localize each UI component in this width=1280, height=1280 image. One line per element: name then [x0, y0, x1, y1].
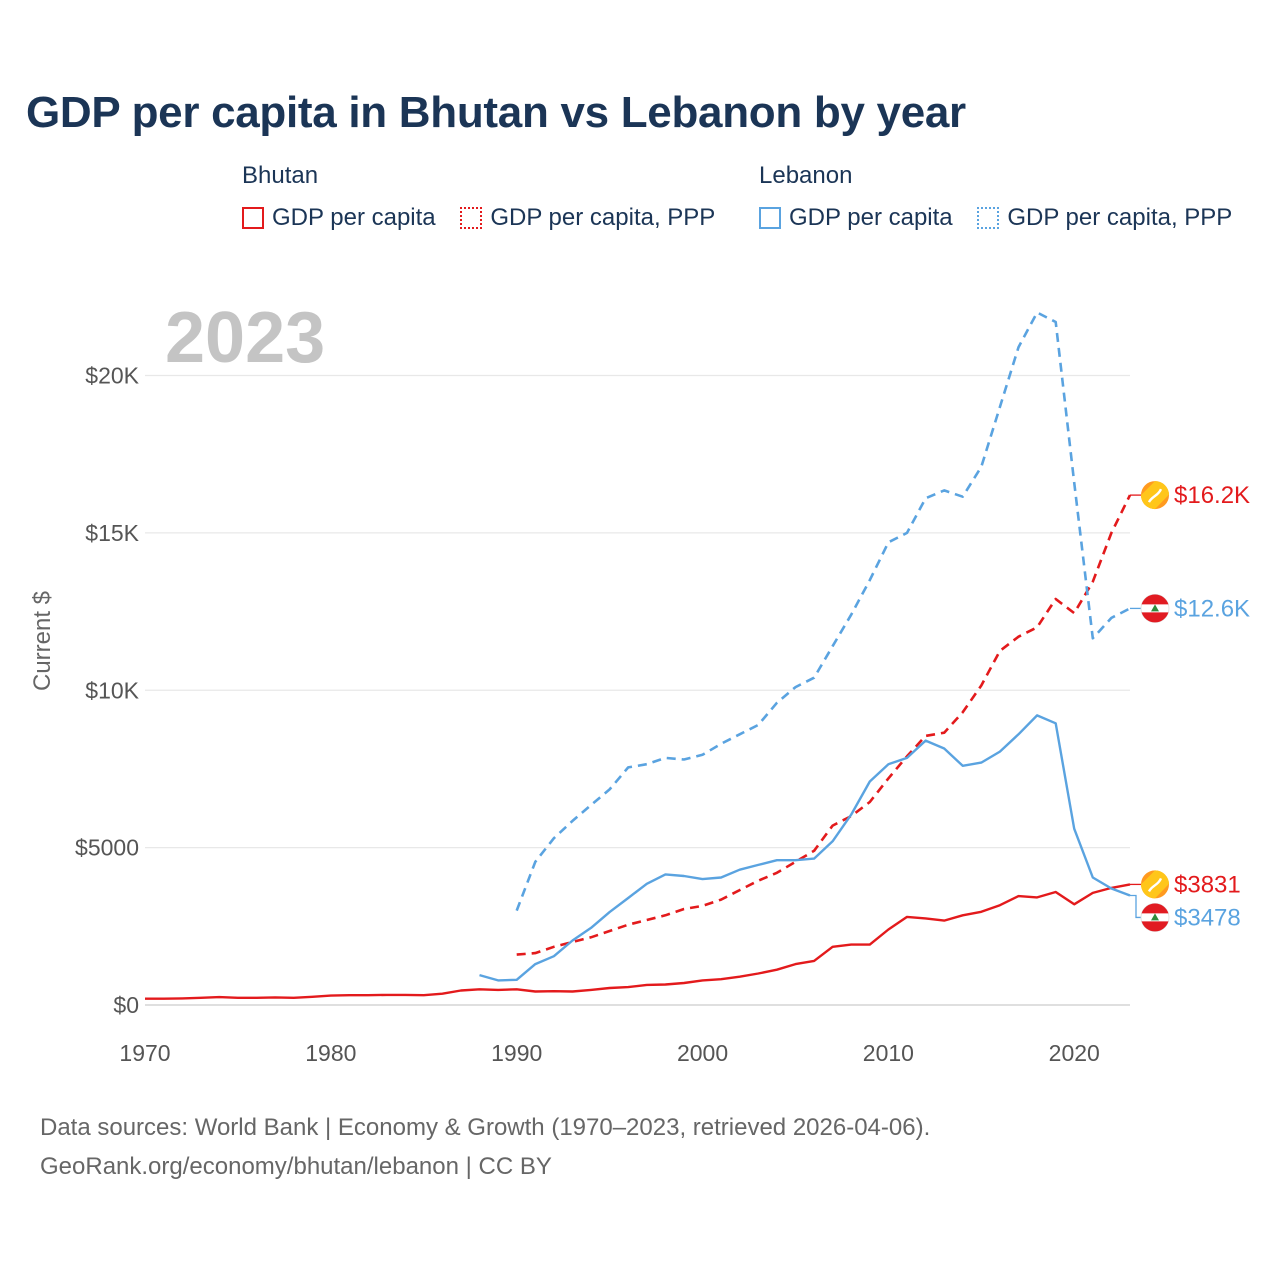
legend-item-lebanon-ppp[interactable]: GDP per capita, PPP [977, 204, 1232, 232]
footer-source: Data sources: World Bank | Economy & Gro… [40, 1114, 931, 1141]
legend-label: GDP per capita, PPP [1007, 204, 1233, 231]
legend-swatch-solid [759, 207, 781, 229]
end-value-label: $12.6K [1174, 595, 1250, 622]
end-value-label: $3478 [1174, 904, 1241, 931]
footer: Data sources: World Bank | Economy & Gro… [40, 1108, 930, 1186]
legend-item-bhutan-ppp[interactable]: GDP per capita, PPP [460, 204, 715, 232]
end-label-connector [1130, 894, 1141, 919]
x-tick-label: 1990 [491, 1040, 542, 1066]
y-tick-label: $0 [113, 992, 139, 1018]
footer-attribution: GeoRank.org/economy/bhutan/lebanon | CC … [40, 1153, 552, 1180]
legend-group-bhutan: Bhutan GDP per capita GDP per capita, PP… [242, 162, 733, 236]
series-line-2[interactable] [479, 714, 1131, 982]
end-labels: $16.2K $12.6K $3831 $3478 [1130, 481, 1250, 932]
series-line-3[interactable] [515, 311, 1131, 912]
x-tick-label: 2010 [863, 1040, 914, 1066]
x-tick-label: 2020 [1049, 1040, 1100, 1066]
y-tick-label: $10K [85, 677, 139, 703]
y-axis-ticks: $0 $5000 $10K $15K $20K [75, 363, 140, 1019]
x-tick-label: 1980 [305, 1040, 356, 1066]
x-tick-label: 1970 [119, 1040, 170, 1066]
x-tick-label: 2000 [677, 1040, 728, 1066]
bhutan-flag-icon [1141, 481, 1169, 510]
y-tick-label: $5000 [75, 835, 139, 861]
y-axis-label: Current $ [29, 591, 56, 691]
legend-label: GDP per capita, PPP [490, 204, 716, 231]
x-axis-ticks: 1970 1980 1990 2000 2010 2020 [119, 1040, 1099, 1066]
legend-swatch-solid [242, 207, 264, 229]
chart-title: GDP per capita in Bhutan vs Lebanon by y… [26, 88, 966, 137]
gridlines [145, 374, 1130, 1006]
legend-group-title-lebanon: Lebanon [759, 162, 853, 189]
y-tick-label: $20K [85, 363, 139, 389]
legend-group-title-bhutan: Bhutan [242, 162, 319, 189]
y-tick-label: $15K [85, 520, 139, 546]
year-watermark: 2023 [165, 298, 325, 378]
bhutan-flag-icon [1141, 870, 1169, 899]
legend-label: GDP per capita [272, 204, 436, 231]
end-value-label: $16.2K [1174, 482, 1250, 509]
lebanon-flag-icon [1140, 903, 1170, 932]
legend-swatch-dotted [460, 207, 483, 229]
series-line-0[interactable] [145, 883, 1131, 1000]
legend-swatch-dotted [977, 207, 1000, 229]
series-line-1[interactable] [516, 494, 1132, 956]
legend-group-lebanon: Lebanon GDP per capita GDP per capita, P… [759, 162, 1250, 236]
series-lines [145, 311, 1132, 1000]
legend-item-bhutan-gdp[interactable]: GDP per capita [242, 204, 436, 232]
lebanon-flag-icon [1140, 594, 1170, 623]
legend-label: GDP per capita [789, 204, 953, 231]
line-chart: 2023 Current $ $0$5000$10K$15K$20K 1970 1… [29, 298, 1250, 1066]
legend-item-lebanon-gdp[interactable]: GDP per capita [759, 204, 953, 232]
end-value-label: $3831 [1174, 871, 1241, 898]
